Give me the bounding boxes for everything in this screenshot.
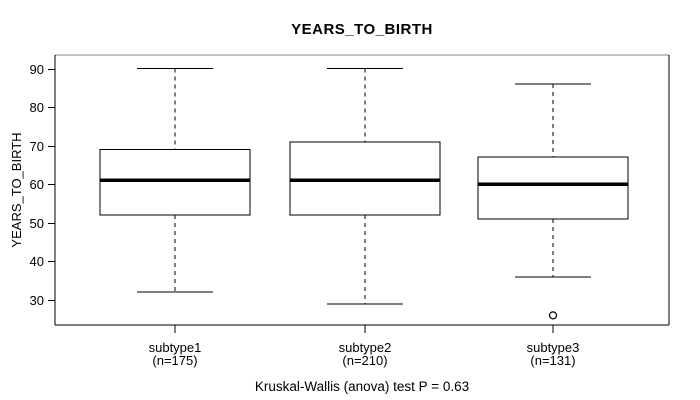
y-axis-tick-label: 40 bbox=[30, 254, 44, 269]
category-sublabel: (n=175) bbox=[152, 353, 197, 368]
y-axis-tick-label: 60 bbox=[30, 177, 44, 192]
iqr-box bbox=[477, 156, 629, 220]
iqr-box bbox=[289, 141, 441, 216]
y-axis-tick-label: 80 bbox=[30, 100, 44, 115]
iqr-box bbox=[99, 149, 251, 216]
category-label: subtype2 bbox=[339, 340, 392, 355]
y-axis-tick-label: 90 bbox=[30, 62, 44, 77]
category-label: subtype3 bbox=[527, 340, 580, 355]
category-sublabel: (n=131) bbox=[530, 353, 575, 368]
category-label: subtype1 bbox=[149, 340, 202, 355]
y-axis-tick-label: 30 bbox=[30, 293, 44, 308]
y-axis-tick-label: 50 bbox=[30, 216, 44, 231]
statistical-test-annotation: Kruskal-Wallis (anova) test P = 0.63 bbox=[254, 379, 470, 394]
chart-title: YEARS_TO_BIRTH bbox=[291, 21, 433, 38]
y-axis-tick-label: 70 bbox=[30, 139, 44, 154]
category-sublabel: (n=210) bbox=[342, 353, 387, 368]
outlier-point bbox=[548, 311, 558, 320]
